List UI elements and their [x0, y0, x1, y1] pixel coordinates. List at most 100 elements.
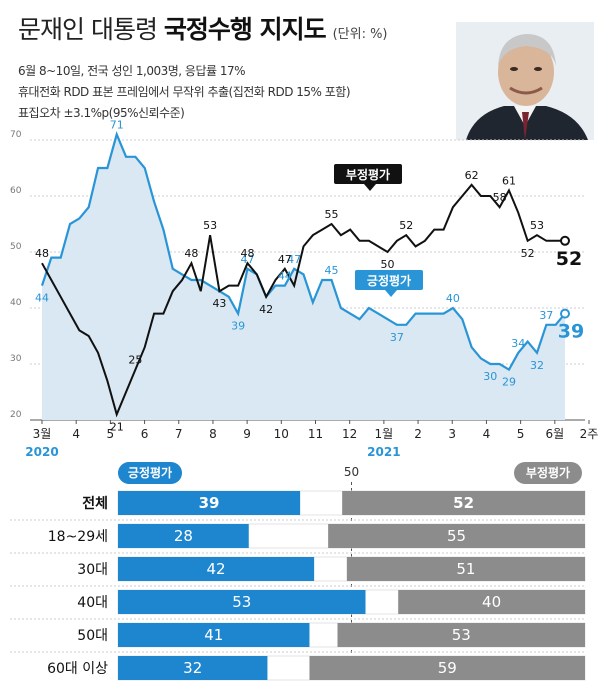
positive-data-label: 45	[325, 264, 339, 277]
category-label: 전체	[82, 495, 108, 512]
negative-data-label: 61	[502, 174, 516, 187]
x-tick-label: 6월	[545, 427, 564, 441]
legend-positive-label: 긍정평가	[128, 465, 172, 480]
x-tick-label: 6	[141, 427, 149, 441]
positive-bar	[118, 524, 249, 548]
x-tick-label: 7	[175, 427, 183, 441]
negative-data-label: 47	[278, 253, 292, 266]
negative-data-label: 55	[325, 208, 339, 221]
negative-line	[41, 183, 565, 418]
negative-data-label: 62	[465, 169, 479, 182]
x-tick-label: 2	[414, 427, 422, 441]
y-tick-label: 50	[10, 242, 22, 252]
y-tick-label: 70	[10, 130, 22, 140]
positive-data-label: 32	[530, 359, 544, 372]
positive-data-label: 37	[539, 309, 553, 322]
positive-bar-label: 41	[204, 626, 223, 644]
x-tick-label: 3월	[33, 427, 52, 441]
positive-data-label: 47	[287, 253, 301, 266]
negative-bar	[342, 491, 585, 515]
positive-bar	[118, 623, 310, 647]
positive-data-label: 47	[240, 253, 254, 266]
negative-data-label: 48	[184, 247, 198, 260]
legend-negative-label: 부정평가	[526, 465, 570, 480]
negative-bar-label: 59	[438, 659, 457, 677]
negative-data-label: 48	[240, 247, 254, 260]
category-label: 30대	[77, 562, 108, 578]
negative-final-label: 52	[556, 248, 582, 270]
negative-bar-label: 40	[482, 593, 501, 611]
positive-data-label: 44	[278, 270, 292, 283]
positive-tag-text: 긍정평가	[367, 273, 411, 288]
negative-data-label: 25	[128, 354, 142, 367]
title-part1: 문재인 대통령	[18, 15, 158, 44]
negative-data-label: 52	[521, 247, 535, 260]
positive-data-label: 39	[231, 320, 245, 333]
positive-data-label: 44	[35, 292, 49, 305]
x-tick-label: 5	[517, 427, 525, 441]
positive-bar	[118, 557, 315, 581]
positive-bar	[118, 656, 268, 680]
negative-bar	[328, 524, 585, 548]
positive-tag-pointer	[385, 290, 397, 297]
negative-tag-box	[334, 164, 402, 184]
negative-data-label: 53	[530, 219, 544, 232]
x-tick-label: 10	[274, 427, 289, 441]
x-tick-label: 5	[107, 427, 115, 441]
x-tick-label: 8	[209, 427, 217, 441]
positive-data-label: 37	[390, 331, 404, 344]
y-tick-label: 20	[10, 410, 22, 420]
x-tick-label: 2주	[580, 427, 598, 441]
president-portrait-icon	[456, 22, 594, 140]
legend-negative-box	[514, 462, 582, 484]
positive-data-label: 29	[502, 376, 516, 389]
positive-bar	[118, 491, 301, 515]
title-part2: 국정수행 지지도	[163, 15, 327, 44]
y-tick-label: 60	[10, 186, 22, 196]
positive-data-label: 71	[110, 118, 124, 131]
survey-info-line-2: 휴대전화 RDD 표본 프레임에서 무작위 추출(집전화 RDD 15% 포함)	[18, 85, 351, 99]
positive-bar-label: 53	[232, 593, 251, 611]
positive-data-label: 34	[511, 337, 525, 350]
y-tick-label: 30	[10, 354, 22, 364]
reference-line-label: 50	[344, 465, 359, 479]
positive-bar	[118, 590, 366, 614]
category-label: 40대	[77, 595, 108, 611]
negative-bar	[337, 623, 585, 647]
x-tick-label: 11	[308, 427, 323, 441]
negative-data-label: 43	[212, 297, 226, 310]
negative-data-label: 58	[493, 191, 507, 204]
x-tick-label: 3	[448, 427, 456, 441]
positive-data-label: 40	[446, 292, 460, 305]
negative-data-label: 48	[35, 247, 49, 260]
x-tick-label: 4	[483, 427, 491, 441]
legend-positive-box	[118, 462, 182, 484]
x-tick-label: 4	[72, 427, 80, 441]
negative-data-label: 53	[203, 219, 217, 232]
positive-line	[40, 131, 566, 372]
positive-bar-label: 28	[174, 527, 193, 545]
positive-data-label: 30	[483, 370, 497, 383]
survey-info-line-1: 6월 8~10일, 전국 성인 1,003명, 응답률 17%	[18, 64, 246, 78]
positive-bar-label: 32	[183, 659, 202, 677]
negative-data-label: 42	[259, 303, 273, 316]
positive-tag-box	[355, 270, 423, 290]
survey-info-line-3: 표집오차 ±3.1%p(95%신뢰수준)	[18, 106, 185, 120]
negative-bar	[398, 590, 585, 614]
bar-chart-layer: 긍정평가 부정평가 50 전체 39 52 18~29세 28 55 30대 42 51 40대 53 40…	[10, 462, 586, 681]
x-year-label: 2020	[25, 445, 58, 459]
positive-final-label: 39	[558, 321, 584, 343]
positive-bar-label: 42	[207, 560, 226, 578]
negative-end-point	[560, 235, 570, 246]
x-year-label: 2021	[367, 445, 400, 459]
category-label: 50대	[77, 628, 108, 644]
positive-end-point	[560, 308, 570, 319]
x-tick-label: 1월	[375, 427, 394, 441]
chart-title: 문재인 대통령 국정수행 지지도 (단위: %)	[18, 10, 388, 46]
negative-data-label: 50	[381, 258, 395, 271]
x-tick-label: 12	[342, 427, 357, 441]
title-unit: (단위: %)	[332, 27, 388, 42]
